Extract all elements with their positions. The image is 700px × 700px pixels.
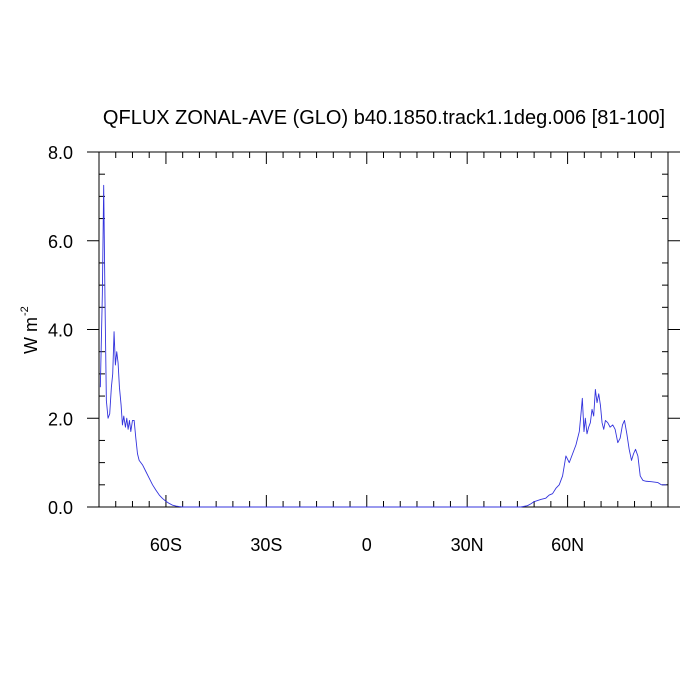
- minor-ticks: [98, 152, 668, 507]
- y-axis-ticks: 0.0 2.0 4.0 6.0 8.0: [48, 143, 680, 518]
- chart-title: QFLUX ZONAL-AVE (GLO) b40.1850.track1.1d…: [103, 107, 665, 129]
- plot-area: 60S 30S 0 30N 60N 0.0 2.0 4.0 6.0 8.0: [48, 143, 680, 555]
- series-line-qflux: [99, 184, 667, 508]
- y-axis-label: W m-2: [19, 306, 41, 354]
- x-tick-label: 60N: [551, 535, 584, 555]
- x-tick-label: 30S: [250, 535, 282, 555]
- series-layer: [99, 184, 667, 508]
- y-tick-label: 6.0: [48, 232, 73, 252]
- x-tick-label: 0: [362, 535, 372, 555]
- y-tick-label: 4.0: [48, 321, 73, 341]
- y-tick-label: 8.0: [48, 143, 73, 163]
- y-tick-label: 2.0: [48, 409, 73, 429]
- x-tick-label: 30N: [451, 535, 484, 555]
- y-axis-label-text: W m: [21, 317, 41, 354]
- plot-frame: [98, 151, 669, 508]
- x-tick-label: 60S: [150, 535, 182, 555]
- x-axis-ticks: 60S 30S 0 30N 60N: [150, 152, 584, 555]
- y-tick-label: 0.0: [48, 498, 73, 518]
- y-axis-label-exponent: -2: [19, 306, 31, 316]
